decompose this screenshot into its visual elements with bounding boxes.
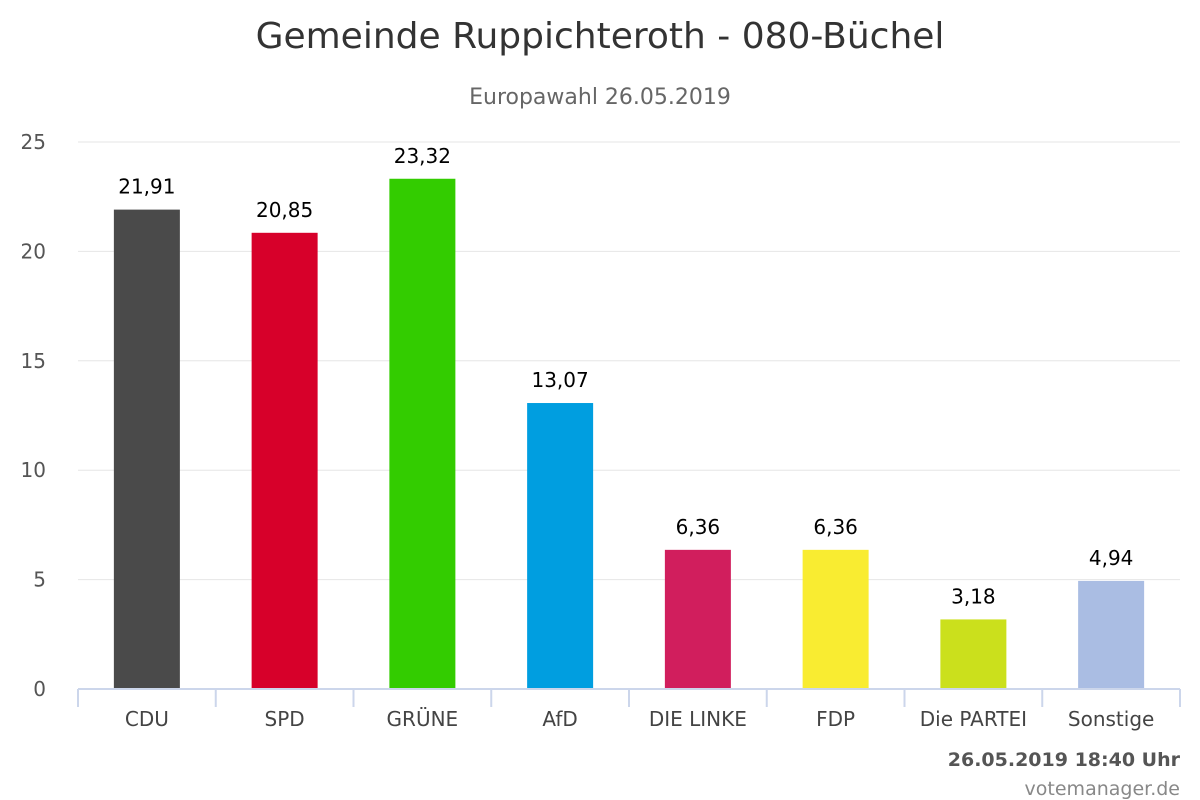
x-tick-label: DIE LINKE [649, 707, 747, 731]
data-label: 6,36 [676, 515, 721, 539]
x-tick-label: AfD [542, 707, 577, 731]
timestamp: 26.05.2019 18:40 Uhr [948, 749, 1181, 771]
x-tick-label: Sonstige [1068, 707, 1154, 731]
bar[interactable] [802, 549, 869, 689]
bar[interactable] [251, 232, 318, 689]
bar[interactable] [940, 619, 1007, 689]
x-tick-label: GRÜNE [387, 707, 459, 731]
x-tick-label: FDP [816, 707, 855, 731]
data-label: 20,85 [256, 198, 313, 222]
labels: 0 5 10 15 20 25 21,91 CDU 20,85 SPD 23,32 GRÜNE 13,0… [21, 130, 1155, 731]
y-tick-label: 5 [33, 568, 46, 592]
gridlines [78, 141, 1180, 581]
bar[interactable] [113, 209, 180, 690]
x-axis [77, 688, 1181, 707]
bar[interactable] [389, 178, 456, 689]
bar[interactable] [527, 403, 594, 689]
y-tick-label: 15 [21, 349, 46, 373]
data-label: 3,18 [951, 584, 996, 608]
x-tick-label: SPD [265, 707, 305, 731]
data-label: 21,91 [118, 175, 175, 199]
y-tick-label: 20 [21, 239, 46, 263]
bar[interactable] [664, 549, 731, 689]
chart-title: Gemeinde Ruppichteroth - 080-Büchel [256, 16, 945, 57]
chart-subtitle: Europawahl 26.05.2019 [469, 85, 731, 110]
data-label: 23,32 [394, 144, 451, 168]
x-tick-label: Die PARTEI [920, 707, 1027, 731]
data-label: 6,36 [813, 515, 858, 539]
y-tick-label: 25 [21, 130, 46, 154]
x-tick-label: CDU [125, 707, 169, 731]
bars [113, 178, 1145, 690]
y-tick-label: 10 [21, 458, 46, 482]
y-tick-label: 0 [33, 677, 46, 701]
credit-link[interactable]: votemanager.de [1025, 778, 1180, 800]
bar[interactable] [1078, 580, 1145, 689]
data-label: 13,07 [531, 368, 588, 392]
data-label: 4,94 [1089, 546, 1134, 570]
